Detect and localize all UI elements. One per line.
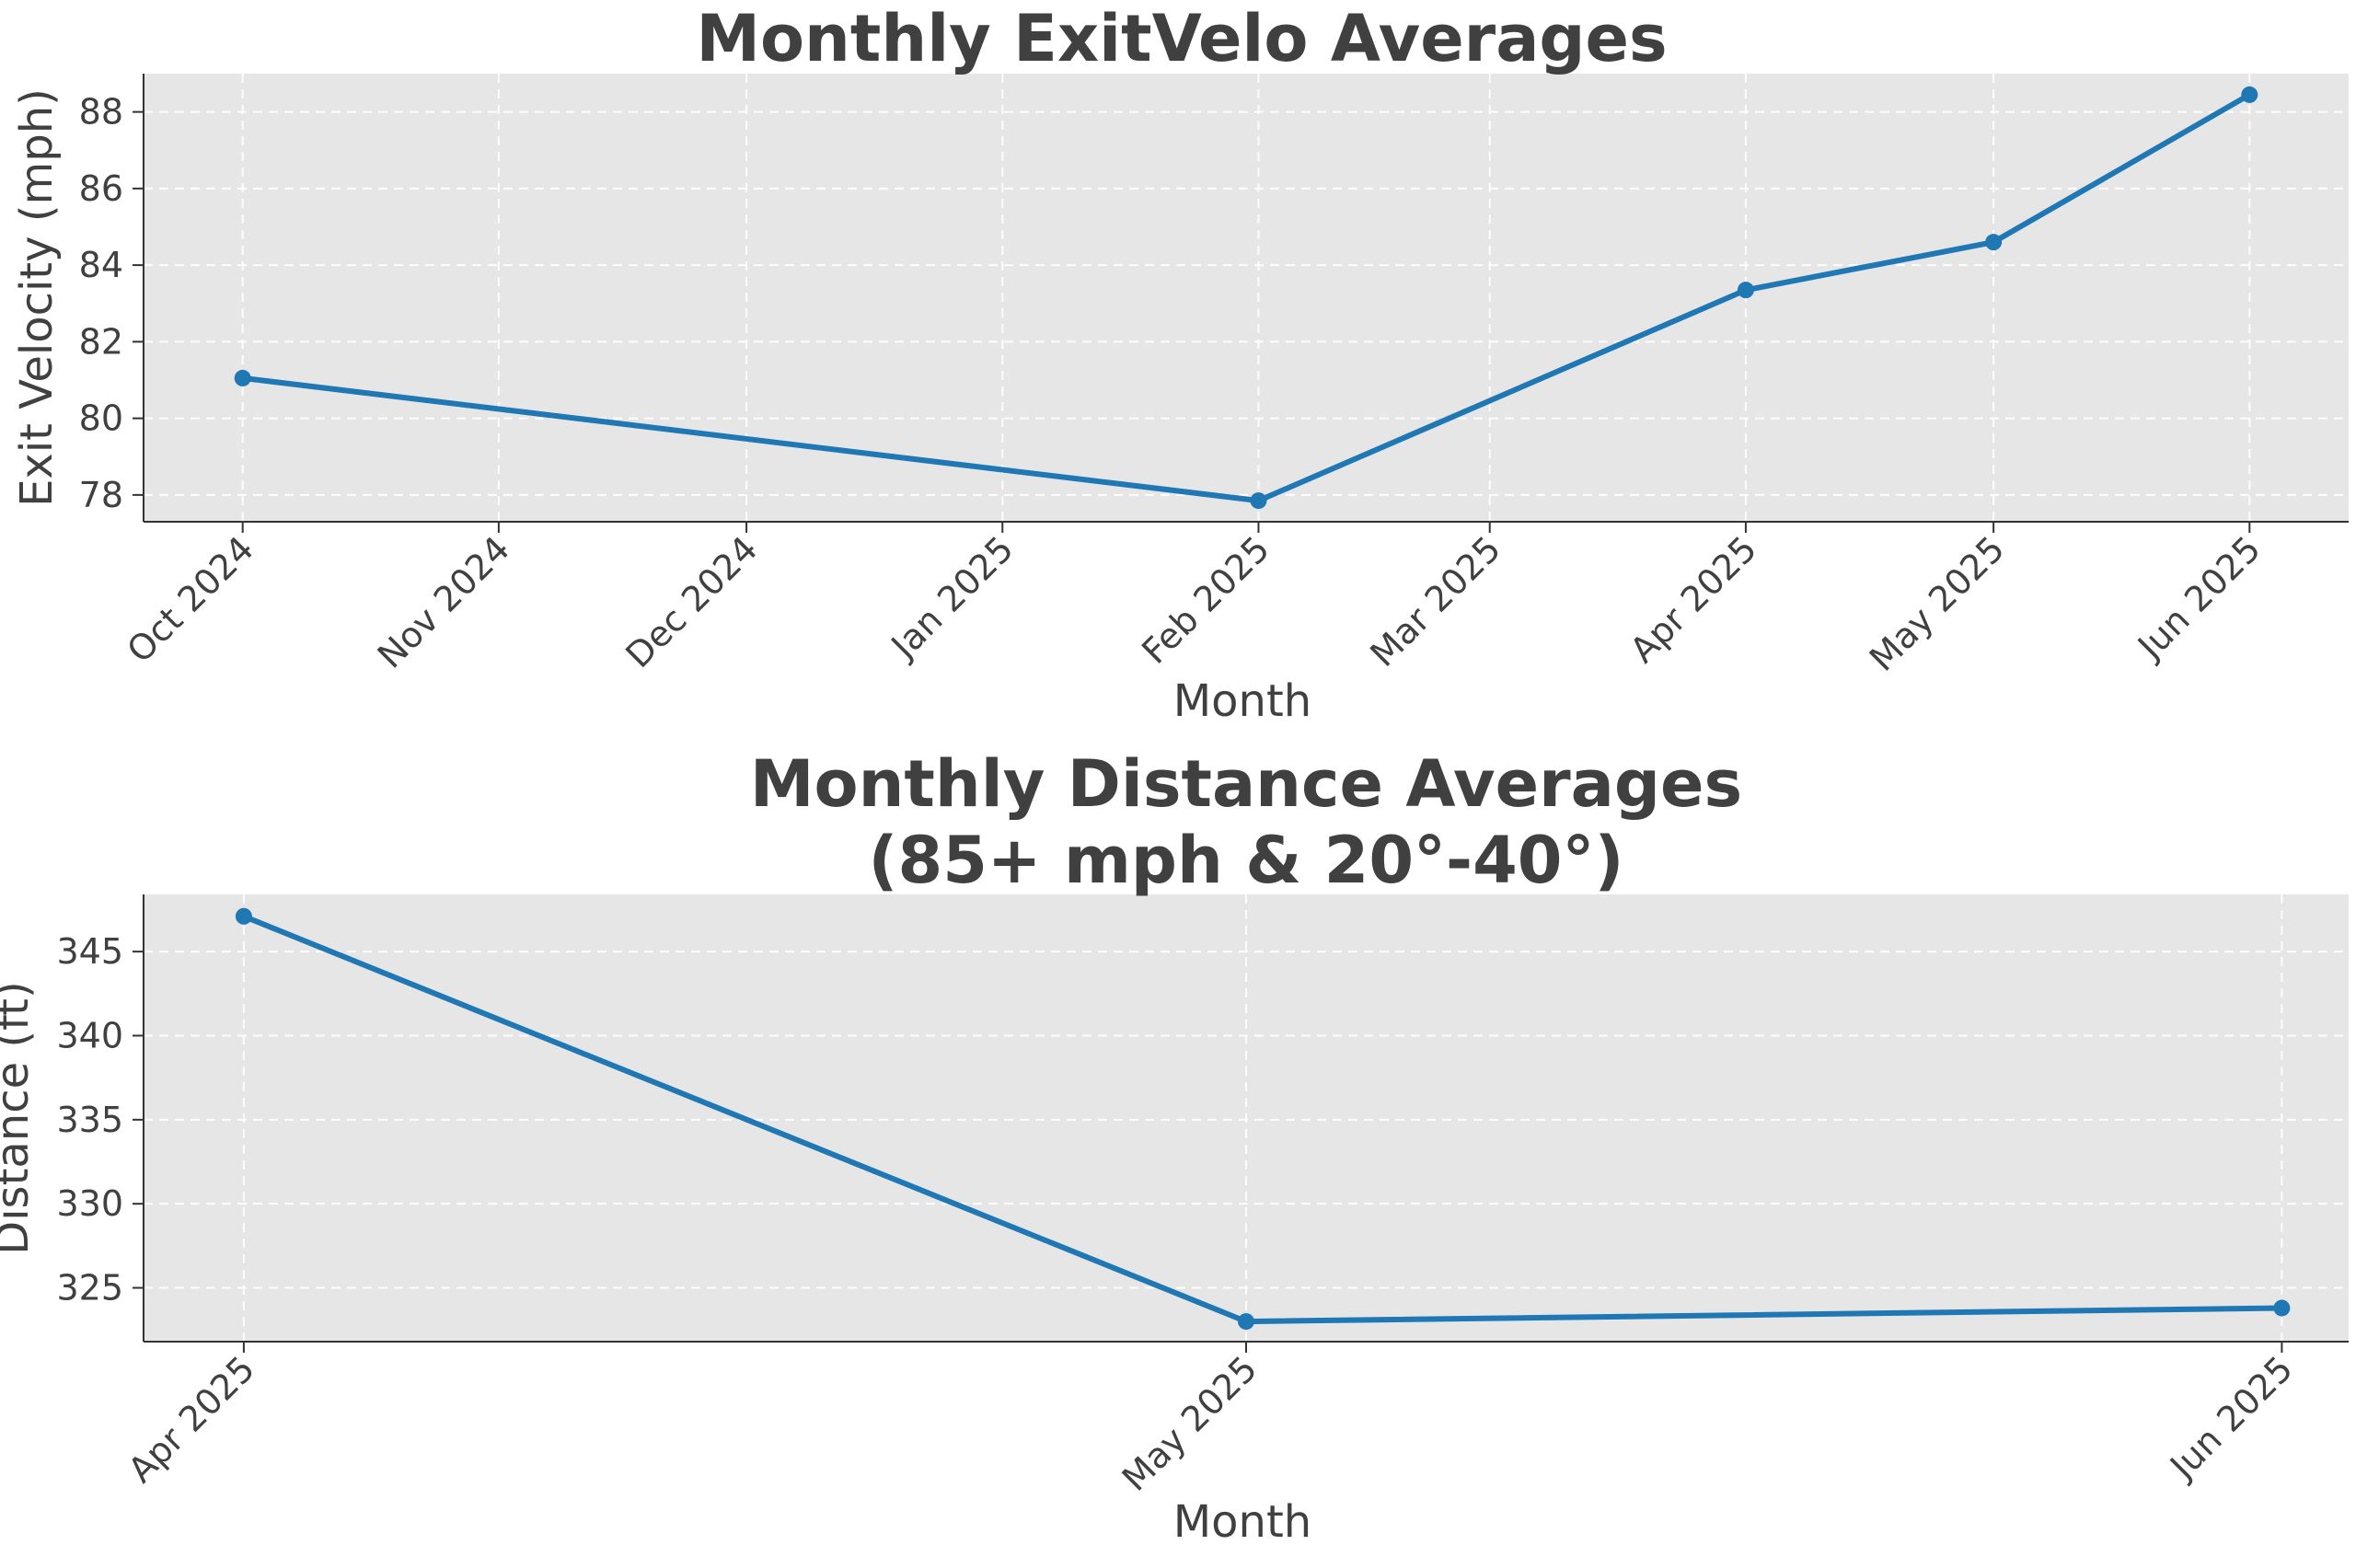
data-point: [2241, 86, 2258, 103]
x-axis-label: Month: [1173, 675, 1311, 727]
chart-title: Monthly ExitVelo Averages: [696, 1, 1667, 76]
x-tick-label: Jan 2025: [883, 528, 1022, 667]
x-tick-label: Oct 2024: [120, 528, 262, 671]
data-point: [1250, 492, 1267, 510]
x-tick-label: May 2025: [1114, 1348, 1265, 1499]
y-axis-label: Exit Velocity (mph): [11, 88, 63, 507]
x-tick-label: Jun 2025: [2161, 1348, 2300, 1487]
plot-area: [144, 74, 2349, 522]
y-tick-label: 84: [79, 245, 123, 285]
x-tick-label: Apr 2025: [121, 1348, 263, 1491]
data-point: [234, 369, 251, 386]
y-tick-label: 325: [56, 1268, 123, 1309]
y-tick-label: 80: [79, 398, 123, 439]
chart-title: Monthly Distance Averages: [750, 746, 1742, 822]
x-tick-label: Dec 2024: [618, 528, 765, 675]
x-axis-label: Month: [1173, 1496, 1311, 1548]
y-axis-label: Distance (ft): [0, 981, 39, 1254]
data-point: [2273, 1299, 2291, 1317]
data-point: [1238, 1313, 1254, 1331]
y-tick-label: 88: [79, 92, 123, 133]
y-tick-label: 78: [79, 475, 123, 515]
data-point: [1737, 282, 1754, 299]
y-tick-label: 82: [79, 321, 123, 362]
y-tick-label: 335: [56, 1100, 123, 1140]
x-tick-label: Apr 2025: [1623, 528, 1765, 671]
x-tick-label: Mar 2025: [1362, 528, 1508, 674]
x-tick-label: Nov 2024: [370, 528, 517, 675]
y-tick-label: 340: [56, 1015, 123, 1055]
y-tick-label: 330: [56, 1183, 123, 1224]
data-point: [1985, 234, 2003, 251]
y-tick-label: 345: [56, 931, 123, 972]
chart-2: 325 330 335 340 345 Apr 2025 May 2025 Jun 2025 M…: [0, 746, 2349, 1548]
chart-1: 78 80 82 84 86 88 Oct 2024 Nov 2024 Dec 2024 Jan …: [11, 1, 2349, 727]
y-tick-label: 86: [79, 168, 123, 209]
x-tick-label: Jun 2025: [2129, 528, 2268, 667]
chart-title: (85+ mph & 20°-40°): [869, 823, 1624, 898]
x-tick-label: Feb 2025: [1134, 528, 1277, 672]
x-tick-label: May 2025: [1862, 528, 2013, 679]
data-point: [235, 907, 252, 925]
